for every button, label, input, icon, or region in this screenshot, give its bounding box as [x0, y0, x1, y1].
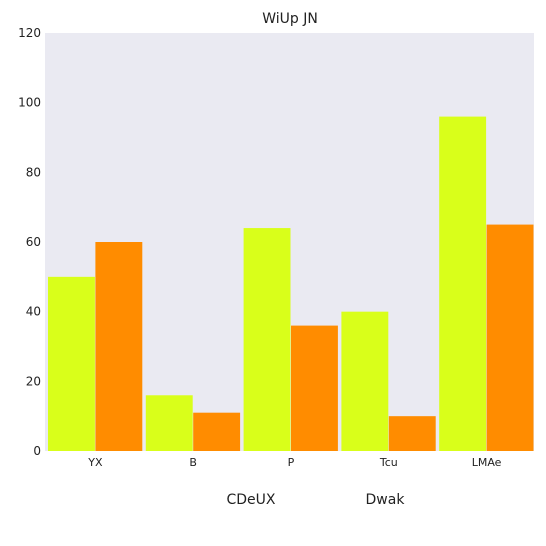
y-axis: 0 20 40 60 80 100 120 — [18, 26, 41, 458]
x-tick-label: P — [288, 456, 295, 469]
legend-entry-CDeUX: CDeUX — [226, 492, 275, 508]
bar-Dwak-Tcu — [388, 416, 436, 451]
chart-title: WiUp JN — [262, 11, 318, 27]
y-tick-label: 0 — [33, 444, 41, 458]
bar-CDeUX-B — [145, 395, 193, 451]
bar-CDeUX-Tcu — [341, 311, 389, 451]
bar-Dwak-LMAe — [486, 224, 534, 451]
y-tick-label: 80 — [26, 165, 41, 179]
x-axis: YX B P Tcu LMAe — [87, 456, 501, 469]
y-tick-label: 120 — [18, 26, 41, 40]
legend: CDeUX Dwak — [226, 492, 405, 508]
bars-group — [48, 116, 534, 451]
y-tick-label: 20 — [26, 374, 41, 388]
bar-CDeUX-LMAe — [439, 116, 487, 451]
x-tick-label: Tcu — [379, 456, 398, 469]
bar-Dwak-B — [193, 412, 241, 451]
x-tick-label: LMAe — [472, 456, 502, 469]
x-tick-label: B — [189, 456, 197, 469]
y-tick-label: 100 — [18, 96, 41, 110]
bar-Dwak-YX — [95, 242, 143, 451]
bar-Dwak-P — [291, 325, 338, 451]
bar-CDeUX-YX — [48, 276, 95, 451]
legend-entry-Dwak: Dwak — [366, 492, 406, 508]
bar-CDeUX-P — [243, 228, 291, 451]
y-tick-label: 60 — [26, 235, 41, 249]
x-tick-label: YX — [87, 456, 103, 469]
y-tick-label: 40 — [26, 305, 41, 319]
